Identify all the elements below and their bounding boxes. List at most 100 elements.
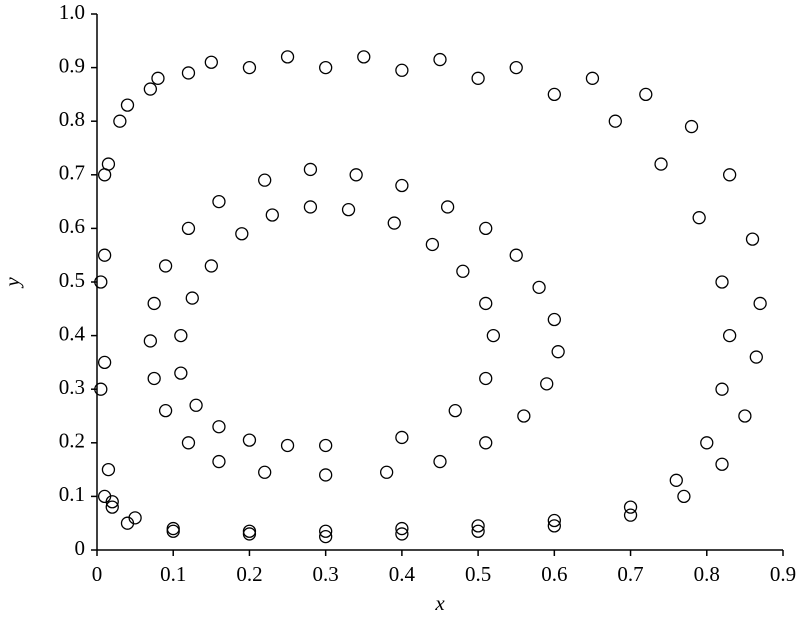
point xyxy=(242,433,257,447)
point xyxy=(639,87,653,102)
x-tick-label: 0.7 xyxy=(617,562,643,586)
point xyxy=(448,403,462,418)
point xyxy=(471,519,485,533)
point xyxy=(204,259,218,273)
point xyxy=(280,50,295,64)
point xyxy=(440,200,455,214)
point xyxy=(540,377,554,391)
point xyxy=(303,162,318,177)
point xyxy=(97,355,112,370)
point xyxy=(585,71,600,85)
point xyxy=(258,173,272,187)
y-tick-label: 0.1 xyxy=(59,482,85,506)
point xyxy=(349,168,363,182)
point xyxy=(387,216,401,230)
point xyxy=(185,291,199,305)
point xyxy=(608,114,622,128)
point xyxy=(319,524,333,538)
point xyxy=(669,473,683,487)
point xyxy=(212,194,226,209)
point xyxy=(94,382,108,396)
x-tick-label: 0 xyxy=(92,562,103,586)
point xyxy=(509,248,523,262)
point xyxy=(174,366,188,380)
point xyxy=(509,60,523,75)
point xyxy=(395,521,409,536)
point xyxy=(341,202,356,217)
point xyxy=(471,71,485,85)
point xyxy=(471,524,485,538)
y-axis-label: y xyxy=(0,277,24,289)
point xyxy=(433,52,447,67)
point xyxy=(242,527,257,541)
point xyxy=(433,454,447,469)
point xyxy=(174,328,188,343)
point xyxy=(547,87,561,102)
point xyxy=(143,334,158,348)
point xyxy=(395,178,409,193)
point xyxy=(166,524,180,538)
point xyxy=(486,328,501,343)
point xyxy=(551,345,565,359)
point xyxy=(738,409,752,423)
point xyxy=(113,114,127,128)
point xyxy=(357,50,371,64)
x-tick-label: 0.5 xyxy=(465,562,491,586)
point xyxy=(715,275,729,289)
x-tick-label: 0.9 xyxy=(770,562,796,586)
point xyxy=(700,436,714,450)
point xyxy=(319,438,333,453)
y-tick-label: 0.5 xyxy=(59,268,85,292)
point xyxy=(517,409,531,423)
point xyxy=(158,403,173,418)
point xyxy=(242,524,257,538)
point xyxy=(94,275,108,289)
point xyxy=(319,529,333,544)
y-tick-label: 1.0 xyxy=(59,0,85,24)
point xyxy=(189,398,203,412)
point xyxy=(722,328,737,343)
y-tick-label: 0.7 xyxy=(59,161,85,185)
point xyxy=(147,371,161,386)
y-tick-label: 0.8 xyxy=(59,107,85,131)
point xyxy=(654,157,668,171)
point xyxy=(97,248,112,262)
point xyxy=(212,420,226,434)
point xyxy=(105,500,119,514)
y-tick-label: 0.6 xyxy=(59,214,85,238)
point xyxy=(684,119,699,134)
point xyxy=(181,66,196,80)
point xyxy=(204,55,218,69)
point xyxy=(105,495,119,509)
point xyxy=(151,71,165,85)
point xyxy=(101,157,116,171)
point xyxy=(181,436,196,450)
point xyxy=(479,371,493,386)
point xyxy=(532,280,546,295)
point xyxy=(166,521,180,536)
point xyxy=(265,208,279,222)
x-tick-label: 0.3 xyxy=(313,562,339,586)
y-tick-label: 0 xyxy=(75,536,86,560)
point xyxy=(745,232,760,246)
point xyxy=(753,296,767,311)
point xyxy=(319,468,333,482)
point xyxy=(623,500,638,514)
point xyxy=(143,82,158,96)
y-tick-label: 0.3 xyxy=(59,375,85,399)
x-tick-label: 0.6 xyxy=(541,562,567,586)
point xyxy=(258,465,272,479)
point xyxy=(303,200,318,214)
point xyxy=(395,430,409,445)
point xyxy=(677,489,691,504)
point xyxy=(235,227,249,241)
point xyxy=(319,60,333,75)
point xyxy=(158,259,173,273)
point xyxy=(715,457,729,471)
x-tick-label: 0.1 xyxy=(160,562,186,586)
x-axis-label: x xyxy=(434,591,445,615)
y-tick-label: 0.4 xyxy=(59,321,86,345)
point xyxy=(395,527,409,541)
